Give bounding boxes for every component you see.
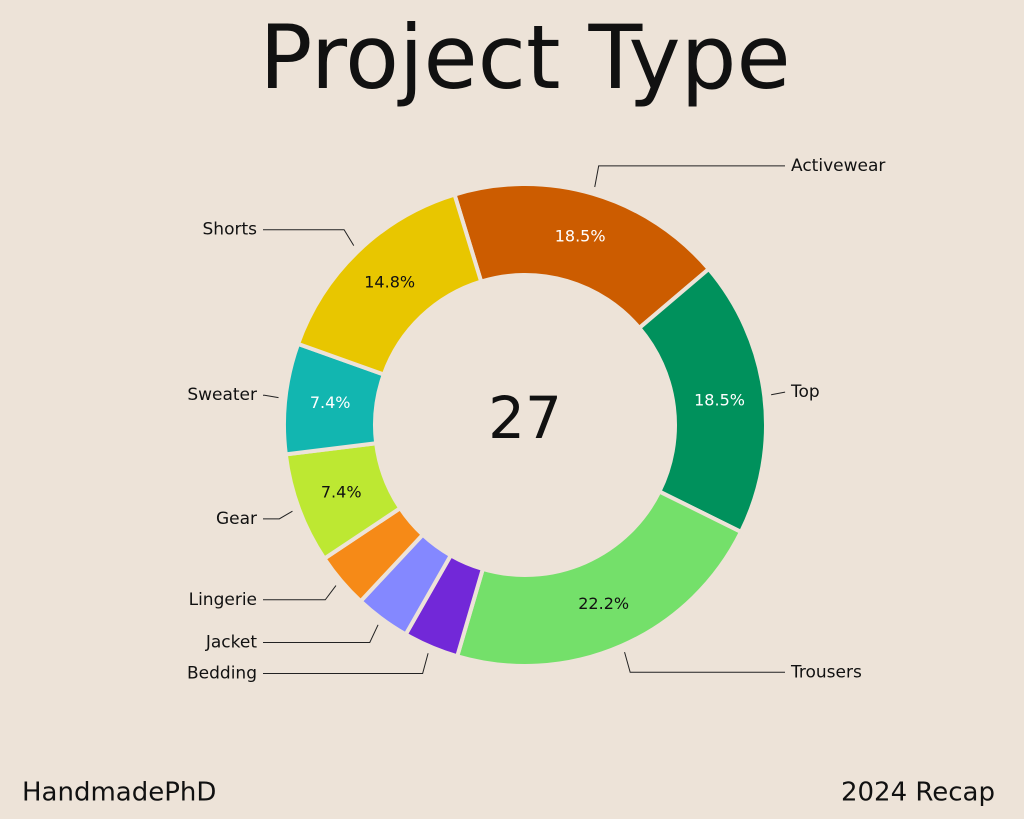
slice xyxy=(295,192,484,378)
category-label: Jacket xyxy=(205,633,257,653)
chart-title: Project Type xyxy=(259,6,790,109)
center-total: 27 xyxy=(488,384,562,452)
leader-line xyxy=(263,653,429,675)
leader-line xyxy=(263,394,279,399)
category-label: Shorts xyxy=(203,220,258,240)
category-label: Activewear xyxy=(791,156,885,176)
leader-line xyxy=(263,624,379,644)
category-label: Bedding xyxy=(187,664,257,684)
leader-line xyxy=(771,391,786,396)
slice-value-label: 18.5% xyxy=(694,391,745,410)
slice xyxy=(454,488,744,668)
slice-value-label: 7.4% xyxy=(310,393,351,412)
leader-line xyxy=(263,510,293,520)
footer-right: 2024 Recap xyxy=(841,778,995,808)
leader-line xyxy=(263,229,355,246)
slice-value-label: 14.8% xyxy=(364,273,415,292)
leader-line xyxy=(624,652,785,673)
footer-left: HandmadePhD xyxy=(22,778,216,808)
category-label: Gear xyxy=(216,509,257,529)
slice-value-label: 22.2% xyxy=(578,594,629,613)
category-label: Trousers xyxy=(790,662,862,682)
category-label: Sweater xyxy=(187,385,257,405)
leader-line xyxy=(594,165,785,188)
slice-value-label: 7.4% xyxy=(321,483,362,502)
leader-line xyxy=(263,585,337,601)
category-label: Lingerie xyxy=(189,590,257,610)
slice-value-label: 18.5% xyxy=(555,226,606,245)
category-label: Top xyxy=(790,382,820,402)
